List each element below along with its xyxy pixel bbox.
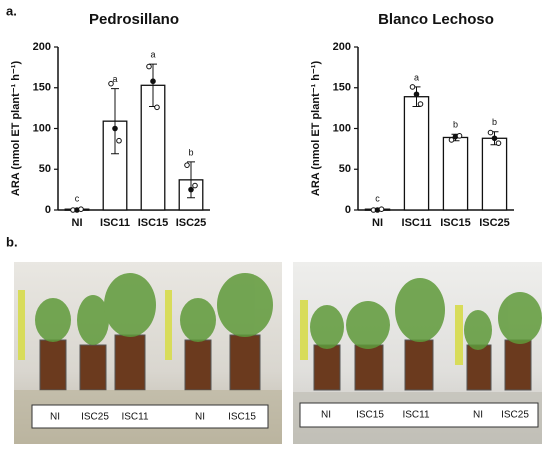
y-tick-label: 150 [333,82,351,94]
photo-label: NI [50,412,60,423]
data-point [150,78,156,85]
bar [403,96,430,211]
data-point [417,101,424,107]
significance-letter: b [188,147,193,157]
data-point [491,135,498,142]
y-tick-label: 0 [45,204,51,216]
data-point [413,91,420,98]
photo-label: ISC15 [228,412,256,423]
data-point [154,104,160,111]
y-tick-label: 200 [33,41,51,53]
data-point [112,125,118,132]
significance-letter: b [492,117,497,127]
data-point [495,140,502,146]
significance-letter: b [453,120,458,130]
data-point [192,182,198,189]
panel-label: b. [6,234,18,249]
photo-label: ISC11 [402,410,429,421]
data-point [78,206,84,212]
significance-letter: c [75,194,80,204]
error-bar [111,88,119,155]
y-tick-label: 200 [333,41,351,53]
photo-label: ISC25 [81,412,109,423]
data-point [378,206,385,212]
photo-left [14,262,282,444]
significance-letter: c [375,194,380,204]
significance-letter: a [414,72,419,82]
y-tick-label: 0 [345,204,351,216]
y-tick-label: 150 [33,82,51,94]
data-point [108,80,114,87]
data-point [116,137,122,144]
x-tick-label: ISC15 [138,217,169,229]
y-tick-label: 100 [33,122,51,134]
x-tick-label: NI [72,217,83,229]
y-axis-label: ARA (nmol ET plant⁻¹ h⁻¹) [10,61,22,197]
x-tick-label: ISC25 [479,217,510,229]
chart-title: Pedrosillano [89,11,179,28]
bar [481,137,508,211]
y-tick-label: 100 [333,122,351,134]
data-point [409,84,416,90]
photo-label: ISC25 [501,410,529,421]
photo-right [293,262,542,444]
photo-label: NI [195,412,205,423]
photo-label: ISC11 [121,412,148,423]
chart-title: Blanco Lechoso [378,11,494,28]
x-tick-label: ISC11 [402,217,432,229]
photo-label: NI [473,410,483,421]
data-point [456,133,463,139]
x-tick-label: ISC11 [100,217,130,229]
data-point [184,162,190,168]
photo-labels: NI ISC25 ISC11 NI ISC15 NI ISC15 ISC11 N… [50,410,529,423]
bar [442,136,469,211]
x-tick-label: ISC25 [176,217,207,229]
significance-letter: a [112,74,117,84]
data-point [487,129,494,136]
panel-label: a. [6,3,17,18]
data-point [188,186,194,193]
x-tick-label: NI [372,217,383,229]
y-tick-label: 50 [39,163,51,175]
x-tick-label: ISC15 [440,217,471,229]
photo-label: NI [321,410,331,421]
data-point [146,63,152,70]
y-tick-label: 50 [339,163,351,175]
photo-label: ISC15 [356,410,384,421]
significance-letter: a [150,49,155,59]
y-axis-label: ARA (nmol ET plant⁻¹ h⁻¹) [310,61,322,197]
data-point [448,137,455,143]
